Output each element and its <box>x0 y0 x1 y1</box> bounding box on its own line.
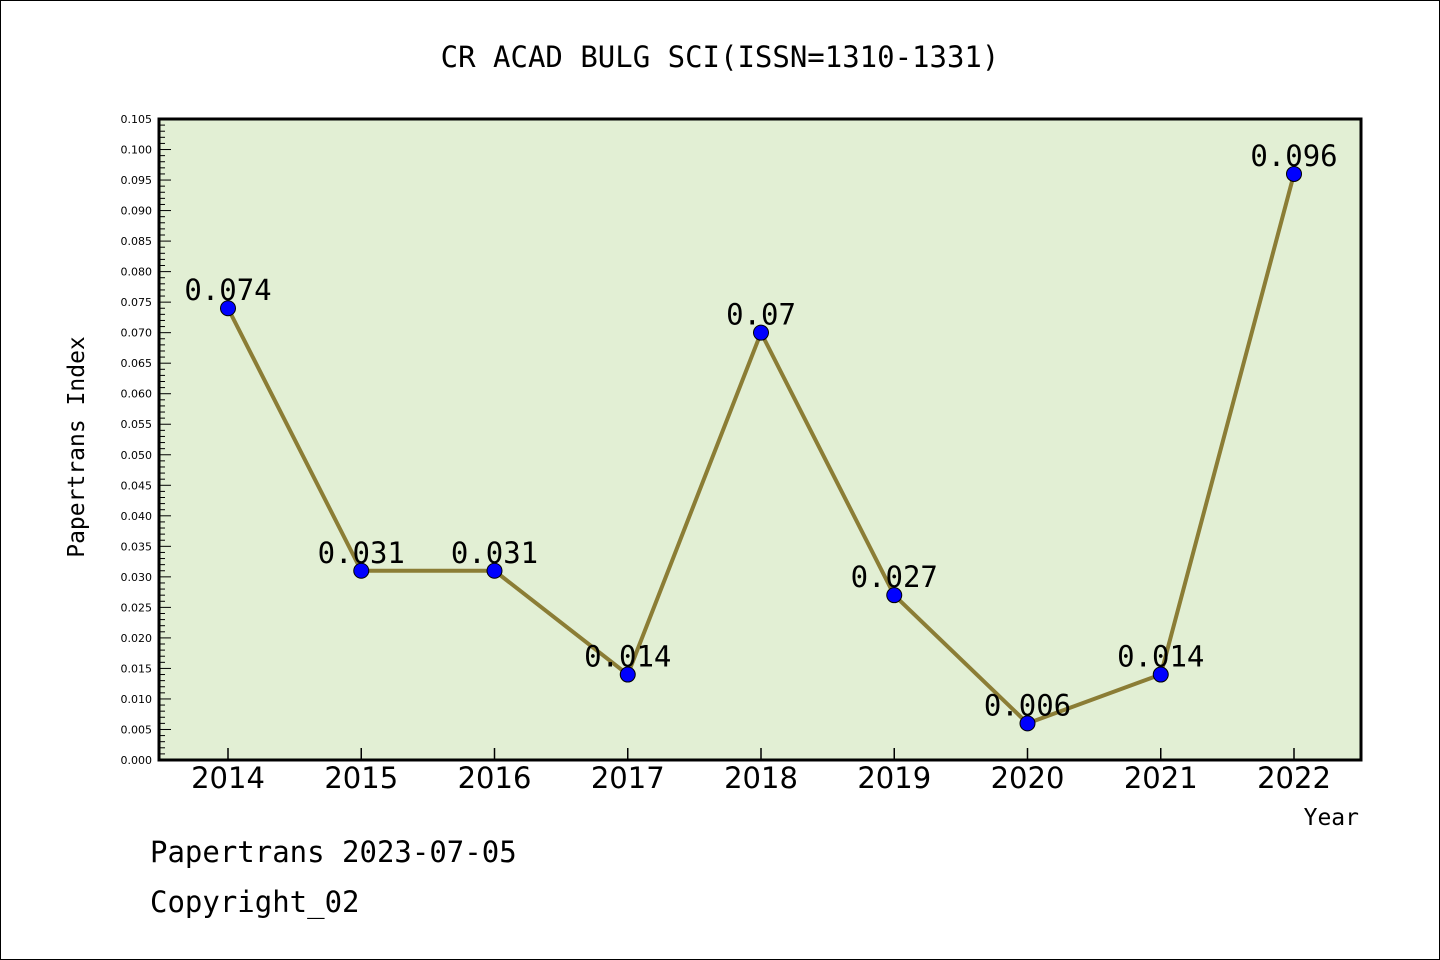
data-point <box>1019 715 1036 732</box>
data-point <box>1286 165 1302 182</box>
data-point <box>220 300 236 317</box>
data-point <box>486 562 503 579</box>
series-layer: 0.074 0.031 0.031 0.014 0.07 0.027 0.006 0.014 0… <box>184 139 1338 732</box>
y-tick-label: 0.070 <box>121 327 153 340</box>
data-label: 0.014 <box>1117 640 1204 674</box>
data-label: 0.07 <box>726 298 796 332</box>
y-tick-label: 0.020 <box>121 632 153 645</box>
y-tick-label: 0.060 <box>121 388 153 401</box>
y-tick-label: 0.045 <box>121 479 153 492</box>
y-tick-label: 0.025 <box>121 601 153 614</box>
y-tick-label: 0.040 <box>121 510 153 523</box>
data-label: 0.031 <box>451 536 538 570</box>
chart-title: CR ACAD BULG SCI(ISSN=1310-1331) <box>441 40 1000 74</box>
plot-area <box>157 117 1363 762</box>
y-tick-label: 0.085 <box>121 235 153 248</box>
data-label: 0.031 <box>318 536 405 570</box>
data-label: 0.074 <box>184 273 271 307</box>
data-point <box>886 587 903 604</box>
y-tick-label: 0.080 <box>121 266 153 279</box>
y-axis-label: Papertrans Index <box>64 336 90 558</box>
y-tick-label: 0.065 <box>121 357 153 370</box>
y-tick-label: 0.055 <box>121 418 153 431</box>
x-tick-label: 2018 <box>724 761 798 795</box>
data-label: 0.006 <box>984 688 1071 722</box>
x-axis-ticks: 2014 2015 2016 2017 2018 2019 2020 2021 2022 <box>191 748 1331 795</box>
data-point <box>619 666 636 683</box>
data-label: 0.096 <box>1250 139 1337 173</box>
y-tick-label: 0.015 <box>121 662 153 675</box>
data-point <box>1152 666 1169 683</box>
x-axis-label: Year <box>1304 805 1359 831</box>
y-axis-ticks: 0.000 0.005 0.010 0.015 0.020 0.025 0.030 0.035… <box>121 113 171 767</box>
y-tick-label: 0.005 <box>121 723 153 736</box>
x-tick-label: 2014 <box>191 761 265 795</box>
y-tick-label: 0.090 <box>121 205 153 218</box>
x-tick-label: 2019 <box>857 761 931 795</box>
data-point <box>353 562 370 579</box>
x-tick-label: 2022 <box>1257 761 1331 795</box>
data-point <box>753 324 769 341</box>
x-tick-label: 2015 <box>324 761 398 795</box>
x-tick-label: 2017 <box>591 761 665 795</box>
y-tick-label: 0.105 <box>121 113 153 126</box>
y-tick-label: 0.075 <box>121 296 153 309</box>
footer-copyright-text: Copyright_02 <box>150 885 360 919</box>
y-tick-label: 0.000 <box>121 754 153 767</box>
y-tick-label: 0.050 <box>121 449 153 462</box>
x-tick-label: 2016 <box>458 761 532 795</box>
data-label: 0.014 <box>584 640 671 674</box>
x-tick-label: 2021 <box>1124 761 1198 795</box>
y-tick-label: 0.035 <box>121 540 153 553</box>
y-tick-label: 0.100 <box>121 144 153 157</box>
y-tick-label: 0.010 <box>121 693 153 706</box>
y-tick-label: 0.030 <box>121 571 153 584</box>
x-tick-label: 2020 <box>991 761 1065 795</box>
y-tick-label: 0.095 <box>121 174 153 187</box>
footer-date-text: Papertrans 2023-07-05 <box>150 835 517 869</box>
data-label: 0.027 <box>851 560 938 594</box>
